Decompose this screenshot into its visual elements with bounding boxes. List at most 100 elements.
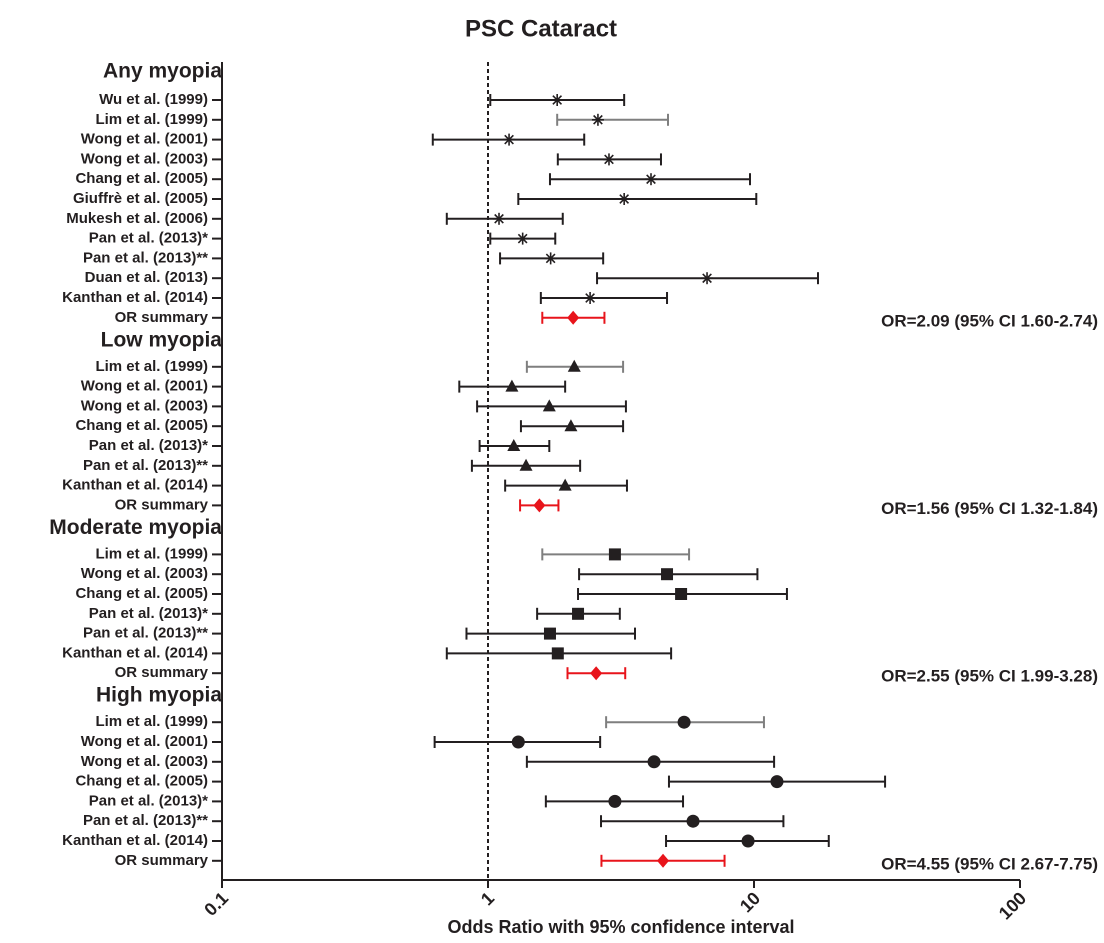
row-label: Chang et al. (2005) xyxy=(75,170,208,187)
row-label: Pan et al. (2013)** xyxy=(83,249,208,266)
row-label: Pan et al. (2013)** xyxy=(83,457,208,474)
marker-shape xyxy=(567,310,580,325)
point-marker xyxy=(503,133,516,146)
marker-shape xyxy=(675,588,688,600)
marker-stroke xyxy=(545,253,556,264)
point-marker xyxy=(544,252,557,265)
point-marker xyxy=(686,814,700,828)
point-marker xyxy=(558,478,572,491)
row-label: Lim et al. (1999) xyxy=(95,545,208,562)
point-marker xyxy=(608,794,622,808)
summary-text: OR=4.55 (95% CI 2.67-7.75) xyxy=(881,854,1098,873)
row-label: Wong et al. (2003) xyxy=(81,565,208,582)
marker-shape xyxy=(741,834,755,848)
row-label: Pan et al. (2013)* xyxy=(89,437,208,454)
point-marker xyxy=(645,173,658,186)
point-marker xyxy=(741,834,755,848)
point-marker xyxy=(519,458,533,471)
row-label: Wong et al. (2003) xyxy=(81,753,208,770)
point-marker xyxy=(584,292,597,304)
point-marker xyxy=(608,548,621,561)
marker-shape xyxy=(677,715,691,729)
confidence-interval xyxy=(517,193,758,205)
row-label: Pan et al. (2013)* xyxy=(89,605,208,622)
marker-shape xyxy=(770,775,784,789)
row-label: Kanthan et al. (2014) xyxy=(62,832,208,849)
x-tick-label: 0.1 xyxy=(200,888,232,920)
row-label: Wong et al. (2001) xyxy=(81,131,208,148)
marker-shape xyxy=(519,458,533,471)
row-label: Wong et al. (2003) xyxy=(81,397,208,414)
row-label: Wong et al. (2001) xyxy=(81,378,208,395)
row-label: OR summary xyxy=(115,496,209,513)
marker-shape xyxy=(533,498,546,513)
point-marker xyxy=(564,419,578,432)
row-label: Pan et al. (2013)* xyxy=(89,792,208,809)
marker-shape xyxy=(647,755,661,769)
point-marker xyxy=(618,193,631,205)
x-tick-label: 100 xyxy=(995,888,1030,923)
row-label: Lim et al. (1999) xyxy=(95,111,208,128)
point-marker xyxy=(657,853,670,868)
chart-title: PSC Cataract xyxy=(465,15,617,42)
marker-shape xyxy=(543,627,556,640)
point-marker xyxy=(661,568,674,581)
point-marker xyxy=(572,607,585,620)
marker-stroke xyxy=(593,114,603,125)
point-marker xyxy=(590,666,603,681)
marker-shape xyxy=(511,735,525,749)
point-marker xyxy=(493,212,506,225)
marker-shape xyxy=(505,379,519,392)
marker-stroke xyxy=(517,233,528,244)
marker-stroke xyxy=(646,174,656,185)
row-label: Kanthan et al. (2014) xyxy=(62,644,208,661)
row-label: Chang et al. (2005) xyxy=(75,773,208,790)
row-label: Mukesh et al. (2006) xyxy=(66,210,208,227)
row-label: Wong et al. (2003) xyxy=(81,150,208,167)
point-marker xyxy=(511,735,525,749)
marker-shape xyxy=(564,419,578,432)
marker-shape xyxy=(686,814,700,828)
point-marker xyxy=(543,627,556,640)
confidence-interval xyxy=(539,292,669,304)
marker-stroke xyxy=(702,273,712,284)
row-label: Giuffrè et al. (2005) xyxy=(73,190,208,207)
point-marker xyxy=(551,647,564,660)
marker-shape xyxy=(661,568,674,581)
marker-stroke xyxy=(552,95,563,105)
point-marker xyxy=(701,272,714,285)
x-tick-label: 1 xyxy=(477,888,498,909)
marker-stroke xyxy=(604,154,614,165)
marker-stroke xyxy=(585,293,595,303)
point-marker xyxy=(677,715,691,729)
marker-shape xyxy=(608,548,621,561)
point-marker xyxy=(542,399,556,412)
marker-shape xyxy=(551,647,564,660)
summary-text: OR=1.56 (95% CI 1.32-1.84) xyxy=(881,499,1098,518)
point-marker xyxy=(591,113,604,126)
marker-stroke xyxy=(504,134,514,145)
row-label: Lim et al. (1999) xyxy=(95,713,208,730)
confidence-interval xyxy=(556,113,670,126)
point-marker xyxy=(675,588,688,600)
point-marker xyxy=(602,153,615,166)
marker-shape xyxy=(590,666,603,681)
marker-shape xyxy=(608,794,622,808)
marker-shape xyxy=(558,478,572,491)
marker-shape xyxy=(567,359,581,372)
x-axis-title: Odds Ratio with 95% confidence interval xyxy=(447,917,794,937)
point-marker xyxy=(551,94,564,106)
point-marker xyxy=(567,359,581,372)
marker-stroke xyxy=(619,194,630,204)
row-label: Pan et al. (2013)** xyxy=(83,812,208,829)
point-marker xyxy=(770,775,784,789)
row-label: Chang et al. (2005) xyxy=(75,417,208,434)
point-marker xyxy=(505,379,519,392)
marker-stroke xyxy=(494,213,504,224)
group-title: Any myopia xyxy=(103,60,222,83)
group-title: Moderate myopia xyxy=(49,516,222,539)
point-marker xyxy=(533,498,546,513)
row-label: Lim et al. (1999) xyxy=(95,358,208,375)
